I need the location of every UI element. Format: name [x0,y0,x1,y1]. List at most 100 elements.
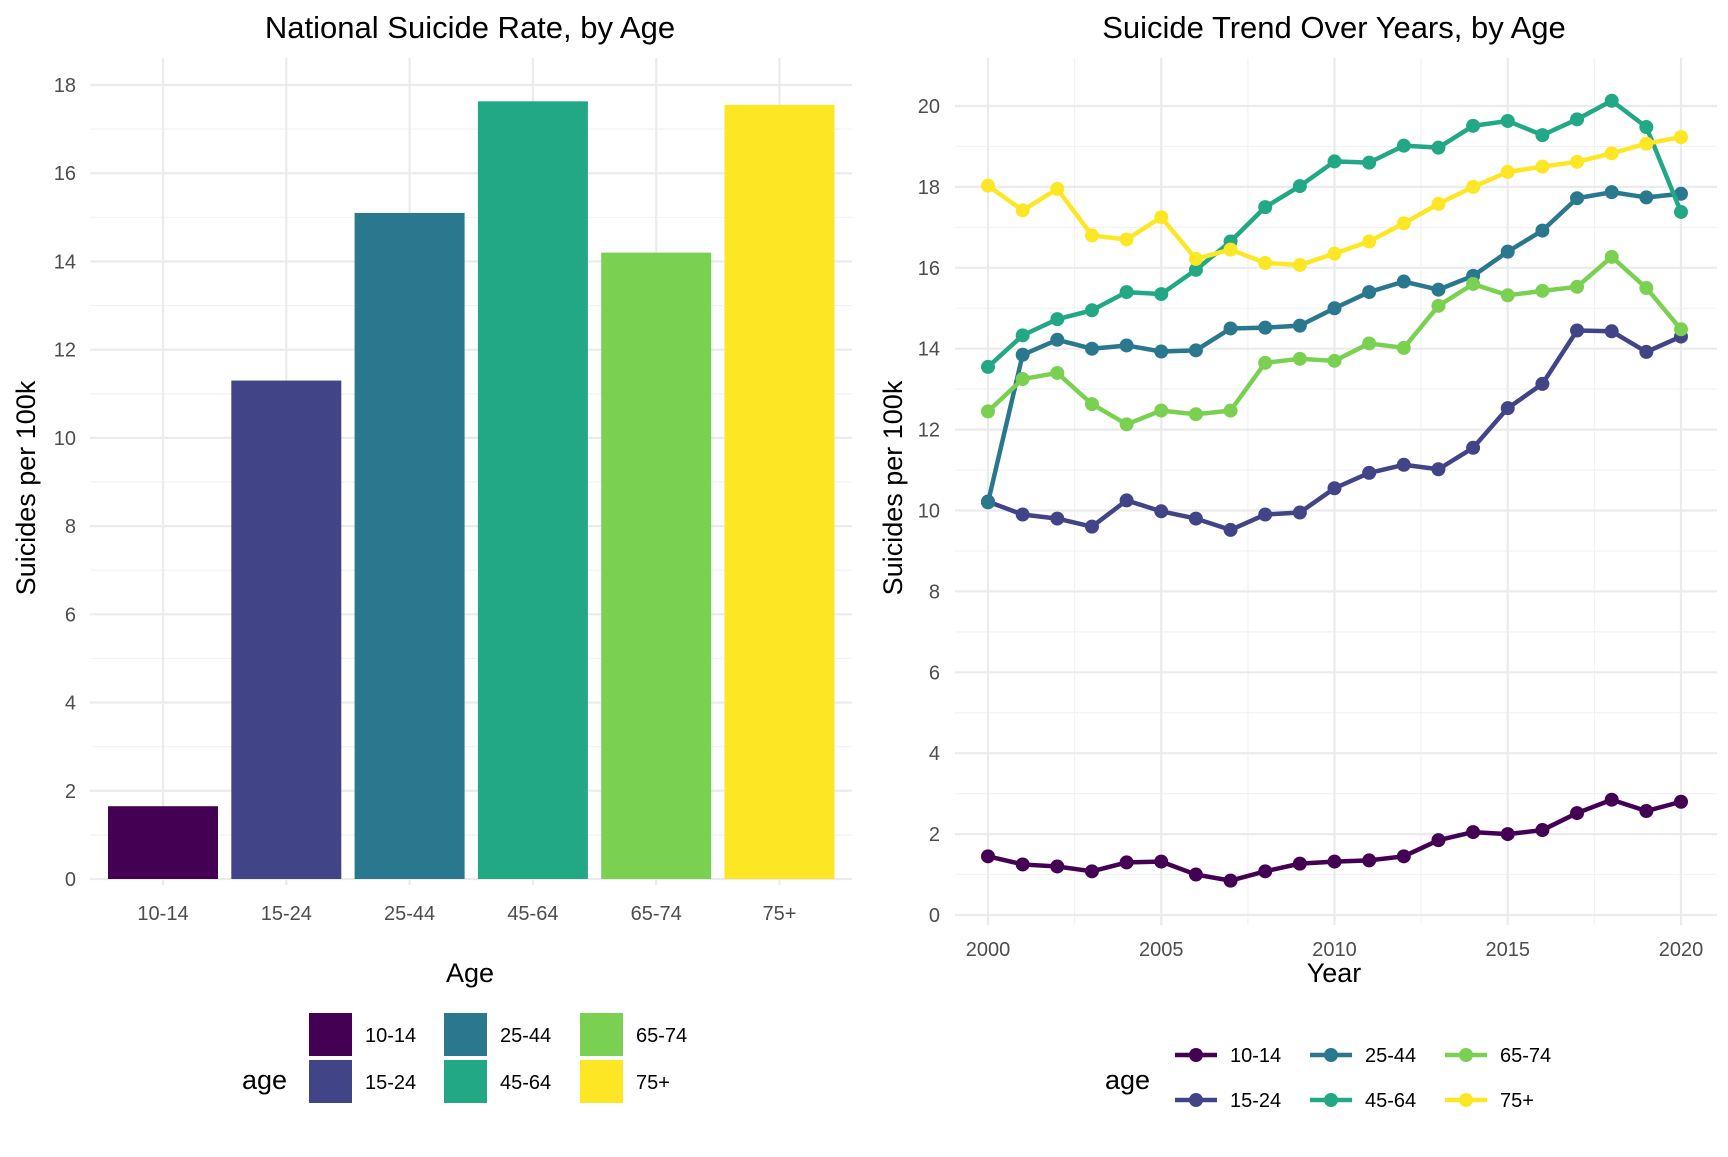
series-point-15-24 [1639,344,1654,359]
series-point-45-64 [1466,118,1481,133]
line-legend-dot-45-64 [1324,1093,1338,1107]
series-point-25-44 [981,495,995,510]
series-point-15-24 [1535,376,1550,391]
bar-legend-label: 65-74 [636,1025,687,1047]
series-point-75plus [1431,196,1446,211]
series-point-75plus [1500,164,1515,179]
line-y-tick-label: 10 [918,501,940,523]
line-x-tick-label: 2015 [1486,939,1531,961]
series-point-25-44 [1639,190,1654,205]
line-y-tick-label: 8 [929,581,940,603]
line-x-tick-label: 2020 [1659,939,1704,961]
series-point-45-64 [1188,262,1203,277]
line-legend-label: 75+ [1500,1090,1534,1112]
series-point-65-74 [1292,351,1307,366]
series-point-15-24 [1396,457,1411,472]
bar-y-tick-label: 8 [65,516,76,538]
series-point-10-14 [1362,853,1377,868]
line-y-tick-label: 6 [929,662,940,684]
series-point-15-24 [1188,511,1203,526]
series-point-45-64 [1327,154,1342,169]
bar-legend-key-15-24 [309,1060,352,1103]
series-point-25-44 [1119,338,1134,353]
series-point-65-74 [1466,276,1481,291]
series-point-10-14 [1119,855,1134,870]
series-point-15-24 [1292,505,1307,520]
series-point-25-44 [1015,347,1030,362]
series-point-75plus [1535,159,1550,174]
line-legend-label: 25-44 [1365,1045,1416,1067]
series-point-65-74 [1188,407,1203,422]
bar-x-tick-label: 75+ [763,903,797,925]
bar-x-tick-label: 65-74 [631,903,682,925]
bar-x-tick-label: 25-44 [384,903,435,925]
bar-chart-legend: age 10-14 15-24 25-44 45-64 65-74 75+ [242,1013,687,1103]
line-chart-panel: Suicide Trend Over Years, by Age 0 2 4 6 8 10… [878,10,1717,1112]
series-point-15-24 [1327,481,1342,496]
series-point-75plus [1154,210,1169,225]
series-point-10-14 [1639,804,1654,819]
bar-75plus [724,104,835,880]
series-25-44 [981,185,1688,510]
series-65-74 [981,249,1688,432]
series-point-65-74 [1674,322,1688,337]
bar-legend-label: 25-44 [500,1025,551,1047]
line-y-tick-label: 14 [918,339,940,361]
series-point-75plus [1015,203,1030,218]
series-point-65-74 [1639,281,1654,296]
bar-legend-key-65-74 [580,1013,623,1056]
series-point-25-44 [1674,186,1688,201]
bar-10-14 [108,806,218,879]
series-point-65-74 [1327,353,1342,368]
series-point-10-14 [1327,854,1342,869]
bar-y-tick-label: 0 [65,869,76,891]
series-point-10-14 [1223,873,1238,888]
series-point-10-14 [1500,827,1515,842]
bar-legend-label: 75+ [636,1072,670,1094]
series-point-10-14 [1154,854,1169,869]
series-point-45-64 [1431,140,1446,155]
series-point-25-44 [1327,301,1342,316]
bar-y-tick-label: 6 [65,604,76,626]
series-point-10-14 [1292,856,1307,871]
series-point-65-74 [1015,372,1030,387]
series-point-65-74 [1154,403,1169,418]
series-15-24 [981,323,1688,537]
series-point-45-64 [1362,155,1377,170]
series-point-65-74 [1258,355,1273,370]
bar-y-tick-label: 4 [65,693,76,715]
series-point-25-44 [1292,318,1307,333]
bar-y-tick-label: 16 [54,163,76,185]
series-point-25-44 [1500,244,1515,259]
series-point-25-44 [1154,344,1169,359]
series-point-45-64 [1258,200,1273,215]
bar-y-tick-label: 14 [54,251,76,273]
line-legend-dot-75plus [1459,1093,1473,1107]
bar-legend-key-75plus [580,1060,623,1103]
series-point-75plus [1084,228,1099,243]
bar-x-tick-label: 10-14 [137,903,188,925]
series-point-15-24 [1015,507,1030,522]
line-y-tick-label: 2 [929,824,940,846]
bar-chart-title: National Suicide Rate, by Age [265,10,675,45]
series-point-65-74 [1570,279,1585,294]
line-y-tick-label: 16 [918,258,940,280]
line-chart-x-tick-labels: 2000 2005 2010 2015 2020 [966,939,1704,961]
series-point-75plus [1258,255,1273,270]
series-point-10-14 [1258,864,1273,879]
series-point-10-14 [1015,857,1030,872]
series-point-25-44 [1431,282,1446,297]
series-point-25-44 [1362,285,1377,300]
series-point-10-14 [1674,794,1688,809]
line-chart-legend: age 10-14 15-24 25-44 45-64 65-74 75+ [1105,1045,1551,1112]
series-point-75plus [1119,232,1134,247]
series-point-45-64 [981,359,995,374]
series-point-25-44 [1396,274,1411,289]
series-point-25-44 [1604,185,1619,200]
bar-65-74 [601,252,712,880]
bar-chart-x-axis-title: Age [446,958,494,988]
line-legend-label: 10-14 [1230,1045,1281,1067]
line-legend-dot-65-74 [1459,1048,1473,1062]
series-point-15-24 [1466,440,1481,455]
